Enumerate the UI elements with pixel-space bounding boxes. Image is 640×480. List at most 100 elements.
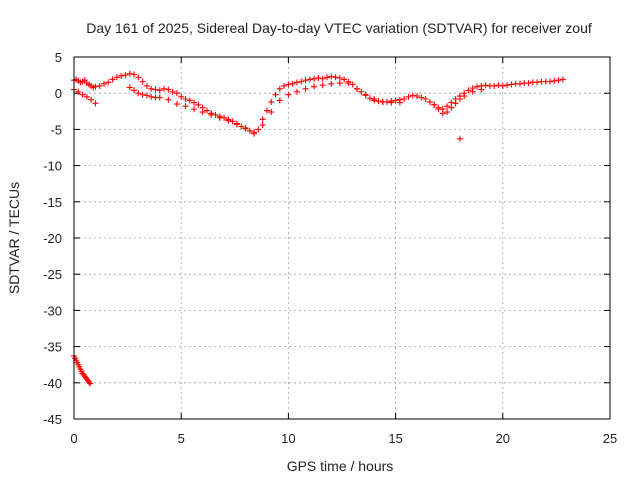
data-point [366, 95, 373, 102]
y-tick-label: -45 [43, 412, 62, 427]
data-point [246, 127, 253, 134]
data-point [354, 85, 361, 92]
data-point [113, 74, 120, 81]
data-point [559, 76, 566, 83]
series-isolated-point [456, 135, 463, 142]
data-point [268, 98, 275, 105]
data-point [92, 83, 99, 90]
data-point [491, 82, 498, 89]
data-point [216, 114, 223, 121]
data-point [92, 100, 99, 107]
data-point [499, 82, 506, 89]
data-point [165, 96, 172, 103]
data-point [86, 379, 93, 386]
data-point [135, 74, 142, 81]
data-point [229, 118, 236, 125]
data-point [546, 78, 553, 85]
y-tick-label: -30 [43, 303, 62, 318]
data-point [444, 103, 451, 110]
data-point [178, 93, 185, 100]
data-point [311, 83, 318, 90]
data-point [225, 117, 232, 124]
data-point [311, 75, 318, 82]
data-point [122, 72, 129, 79]
y-tick-label: -20 [43, 231, 62, 246]
data-point [293, 79, 300, 86]
data-point [302, 77, 309, 84]
data-point [422, 95, 429, 102]
data-point [285, 91, 292, 98]
data-point [83, 93, 90, 100]
data-point [469, 88, 476, 95]
data-point [444, 109, 451, 116]
data-point [534, 79, 541, 86]
data-point [109, 76, 116, 83]
data-point [461, 93, 468, 100]
data-point [139, 78, 146, 85]
data-point [323, 74, 330, 81]
data-point [508, 81, 515, 88]
data-point [118, 72, 125, 79]
data-point [233, 120, 240, 127]
data-point [79, 91, 86, 98]
data-point [148, 85, 155, 92]
data-point [328, 73, 335, 80]
data-point [456, 95, 463, 102]
data-point [126, 84, 133, 91]
data-point [173, 101, 180, 108]
data-point [362, 91, 369, 98]
data-point [96, 82, 103, 89]
data-point [191, 99, 198, 106]
data-point [242, 124, 249, 131]
data-point [448, 104, 455, 111]
data-point [87, 380, 94, 387]
data-point [105, 79, 112, 86]
data-point [315, 74, 322, 81]
y-tick-label: -15 [43, 195, 62, 210]
data-point [302, 85, 309, 92]
data-point [143, 82, 150, 89]
data-point [482, 82, 489, 89]
series-lower-branch [71, 80, 485, 136]
data-point [293, 88, 300, 95]
data-point [238, 123, 245, 130]
x-tick-label: 5 [178, 431, 185, 446]
y-tick-label: -40 [43, 376, 62, 391]
data-point [375, 98, 382, 105]
data-point [478, 86, 485, 93]
data-point [396, 99, 403, 106]
y-axis-label: SDTVAR / TECUs [6, 182, 22, 294]
data-point [418, 94, 425, 101]
data-point [336, 80, 343, 87]
axis-ticks: 0 5 10 15 20 25 5 0 -5 -10 -15 -20 -25 -30 -35 -40 -45 [43, 50, 617, 446]
data-point [143, 92, 150, 99]
data-point [495, 82, 502, 89]
data-point [208, 111, 215, 118]
data-point [272, 91, 279, 98]
data-point [195, 101, 202, 108]
data-point [448, 99, 455, 106]
y-tick-label: -10 [43, 159, 62, 174]
data-point [306, 76, 313, 83]
data-point [525, 80, 532, 87]
data-point [452, 100, 459, 107]
data-point [328, 80, 335, 87]
data-point [182, 103, 189, 110]
data-point [88, 96, 95, 103]
data-point [289, 80, 296, 87]
data-point [474, 83, 481, 90]
data-point [504, 82, 511, 89]
data-point [405, 93, 412, 100]
data-point [435, 106, 442, 113]
series-main-band [71, 70, 566, 137]
data-point [203, 107, 210, 114]
data-point [551, 77, 558, 84]
data-point [263, 107, 270, 114]
data-point [156, 94, 163, 101]
data-point [319, 82, 326, 89]
y-tick-label: -25 [43, 267, 62, 282]
data-point [332, 74, 339, 81]
x-tick-label: 25 [603, 431, 617, 446]
series-early-outlier-trail [71, 353, 94, 387]
data-point [319, 75, 326, 82]
